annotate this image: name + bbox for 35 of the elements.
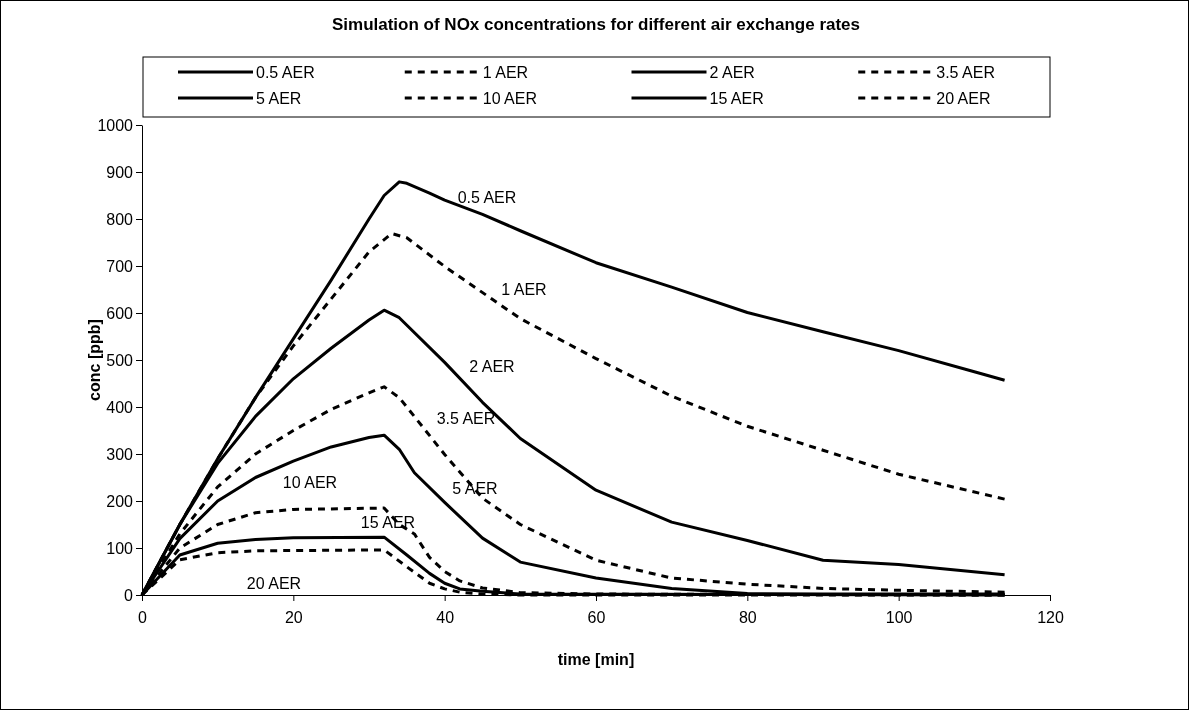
annotation: 3.5 AER [436, 409, 496, 427]
annotation: 1 AER [501, 280, 547, 298]
y-axis-title: conc [ppb] [86, 319, 103, 401]
x-tick-label: 60 [587, 609, 606, 627]
y-tick-label: 200 [106, 492, 134, 510]
y-tick-label: 100 [106, 539, 134, 557]
x-tick-label: 80 [738, 609, 757, 627]
y-tick-label: 900 [106, 163, 134, 181]
y-tick-label: 400 [106, 398, 134, 416]
legend-label: 1 AER [482, 63, 529, 81]
y-tick-label: 1000 [97, 116, 134, 134]
x-axis-title: time [min] [557, 651, 635, 668]
annotation: 10 AER [282, 473, 338, 491]
legend-label: 20 AER [936, 89, 991, 107]
annotation: 2 AER [469, 357, 515, 375]
legend-label: 10 AER [482, 89, 538, 107]
y-tick-label: 600 [106, 304, 134, 322]
y-tick-label: 800 [106, 210, 134, 228]
y-tick-label: 0 [124, 586, 134, 604]
legend-label: 0.5 AER [256, 63, 315, 81]
annotation: 20 AER [246, 574, 302, 592]
x-tick-label: 120 [1037, 609, 1064, 627]
legend-label: 2 AER [709, 63, 755, 81]
x-tick-label: 100 [885, 609, 913, 627]
legend-label: 15 AER [709, 89, 764, 107]
x-tick-label: 20 [284, 609, 303, 627]
annotation: 0.5 AER [457, 188, 517, 206]
legend-label: 5 AER [256, 89, 302, 107]
legend-label: 3.5 AER [936, 63, 995, 81]
chart-title: Simulation of NOx concentrations for different air exchange rates [331, 15, 861, 34]
y-tick-label: 300 [106, 445, 134, 463]
x-tick-label: 0 [138, 609, 148, 627]
x-tick-label: 40 [436, 609, 455, 627]
y-tick-label: 500 [106, 351, 134, 369]
y-tick-label: 700 [106, 257, 134, 275]
